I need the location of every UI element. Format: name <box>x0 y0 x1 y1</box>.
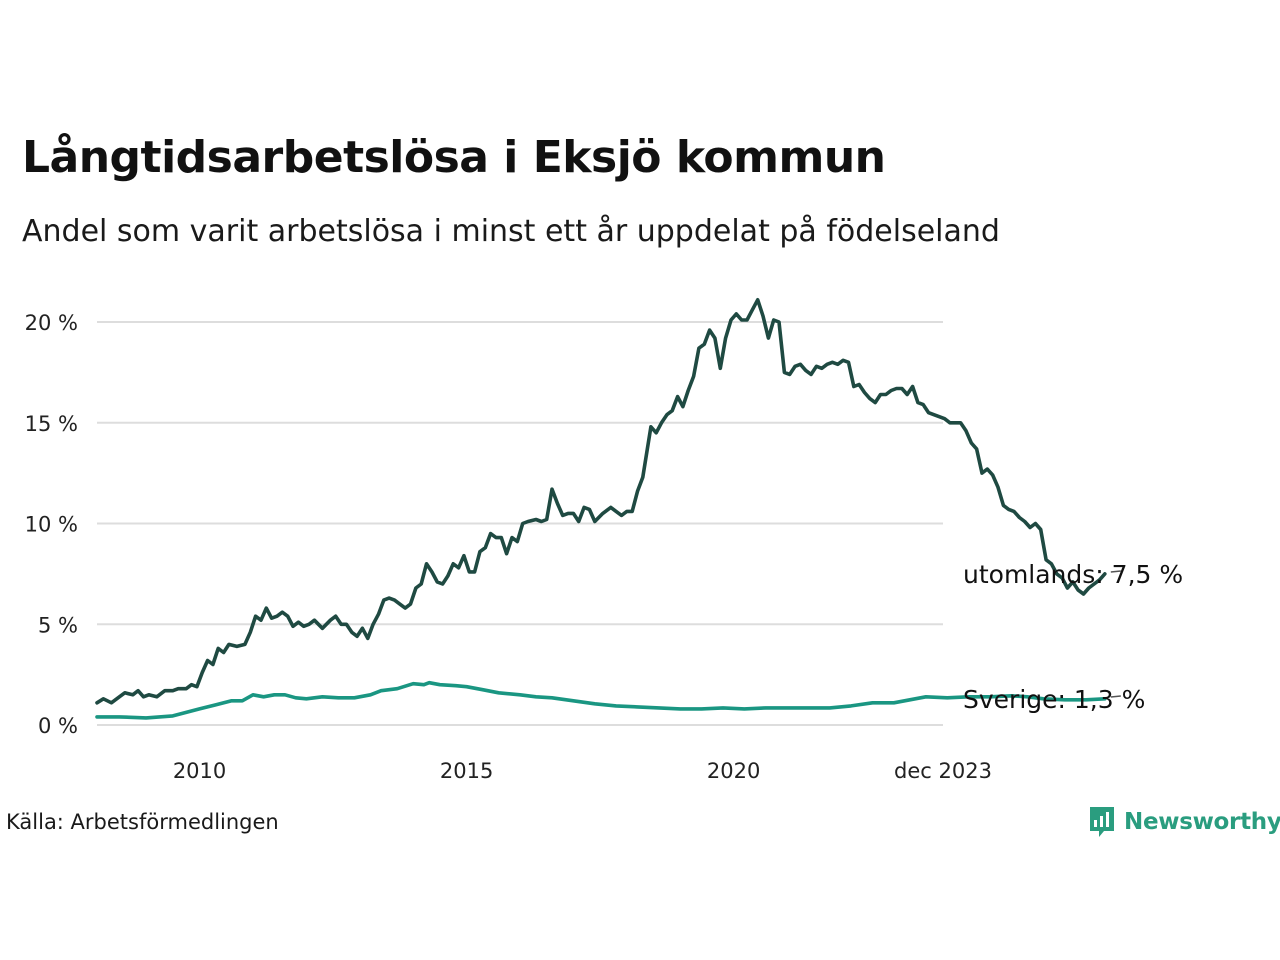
label-leader-sverige <box>1110 695 1121 698</box>
y-axis-ticks: 0 % 5 % 10 % 15 % 20 % <box>25 311 78 738</box>
chart-subtitle: Andel som varit arbetslösa i minst ett å… <box>22 214 1000 249</box>
brand-logo[interactable]: Newsworthy <box>1088 804 1280 840</box>
series-line-utomlands[interactable] <box>95 298 1107 705</box>
x-tick-label: 2020 <box>707 759 760 783</box>
y-tick-label: 15 % <box>25 412 78 436</box>
y-tick-label: 0 % <box>38 714 78 738</box>
x-tick-label: dec 2023 <box>894 759 992 783</box>
x-axis-ticks: 2010 2015 2020 dec 2023 <box>173 759 992 783</box>
series-label-utomlands: utomlands: 7,5 % <box>963 560 1183 589</box>
label-leader-utomlands <box>1110 570 1121 573</box>
x-tick-label: 2010 <box>173 759 226 783</box>
x-tick-label: 2015 <box>440 759 493 783</box>
source-note: Källa: Arbetsförmedlingen <box>6 810 279 834</box>
chart-title: Långtidsarbetslösa i Eksjö kommun <box>22 132 886 183</box>
newsworthy-logo-icon <box>1090 807 1114 837</box>
gridlines <box>97 321 943 726</box>
series-lines <box>95 298 1107 720</box>
brand-name: Newsworthy <box>1124 809 1280 835</box>
y-tick-label: 10 % <box>25 513 78 537</box>
series-label-sverige: Sverige: 1,3 % <box>963 685 1145 714</box>
series-line-sverige[interactable] <box>95 680 1107 720</box>
y-tick-label: 5 % <box>38 613 78 637</box>
series-end-labels: utomlands: 7,5 % Sverige: 1,3 % <box>963 560 1183 714</box>
y-tick-label: 20 % <box>25 311 78 335</box>
